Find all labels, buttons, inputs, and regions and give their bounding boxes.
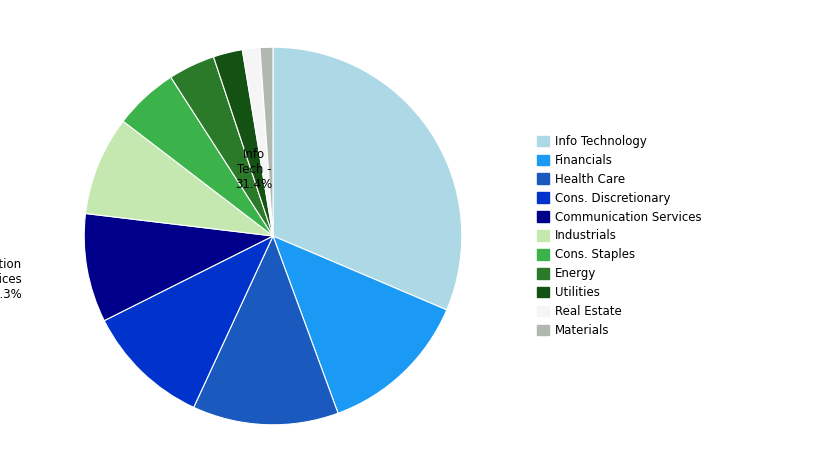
Wedge shape	[84, 213, 273, 320]
Wedge shape	[273, 236, 447, 413]
Wedge shape	[273, 47, 462, 310]
Legend: Info Technology, Financials, Health Care, Cons. Discretionary, Communication Ser: Info Technology, Financials, Health Care…	[533, 130, 706, 342]
Wedge shape	[260, 47, 273, 236]
Wedge shape	[104, 236, 273, 407]
Wedge shape	[123, 77, 273, 236]
Wedge shape	[194, 236, 338, 425]
Text: Info
Tech -
31.4%: Info Tech - 31.4%	[235, 148, 273, 192]
Wedge shape	[171, 57, 273, 236]
Wedge shape	[86, 121, 273, 236]
Text: Communication
Services
9.3%: Communication Services 9.3%	[0, 258, 22, 301]
Wedge shape	[213, 50, 273, 236]
Wedge shape	[242, 48, 273, 236]
